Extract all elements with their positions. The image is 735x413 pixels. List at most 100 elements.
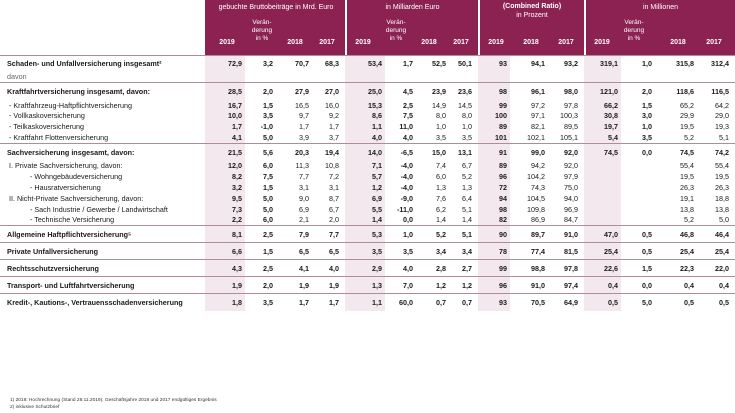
cell-value: 97,1 [531,111,545,121]
cell-value: 19,5 [715,172,729,182]
cell-value: 97,9 [564,172,578,182]
cell-value: 94 [478,192,510,204]
cell-value: 99 [478,99,510,111]
cell-value: 1,9 [312,276,345,294]
cell-value: 0,7 [416,293,449,311]
data-table: Schaden- und Unfallversicherung insgesam… [0,55,735,311]
cell-value: 3,4 [449,242,478,260]
cell-value: 8,6 [345,110,385,122]
cell-value [584,182,621,193]
cell-value: 74,2 [697,142,735,161]
cell-value: 118,6 [655,82,697,100]
cell-value: 7,5 [403,111,413,121]
group-header-premiums: gebuchte Bruttobeiträge in Mrd. Euro [218,4,334,11]
cell-value: 319,1 [584,55,621,72]
cell-value: 4,3 [205,259,245,277]
cell-value: 6,7 [462,161,472,171]
cell-value: 8,0 [462,111,472,121]
cell-value: 70,5 [510,293,548,311]
cell-value: 90 [478,225,510,243]
cell-value: 315,8 [655,55,697,72]
cell-value: 1,0 [642,122,652,132]
cell-value: 11,0 [399,122,413,132]
change-header: Verän-derung in % [623,19,645,42]
cell-value [621,214,655,225]
cell-value: 25,0 [345,82,385,100]
cell-value: 2,8 [416,259,449,277]
cell-value: 1,7 [329,122,339,132]
cell-value: 1,0 [621,55,655,72]
cell-value: 94,2 [531,161,545,171]
cell-value: 89,7 [510,225,548,243]
cell-value: 68,3 [312,55,345,72]
cell-value: 96,9 [564,204,578,214]
header-separator [478,0,480,55]
cell-value: 5,5 [345,203,385,215]
cell-value: 5,0 [263,133,273,143]
row-label: Sachversicherung insgesamt, davon: [0,142,205,161]
cell-value: 75,0 [564,182,578,192]
cell-value [345,71,385,83]
cell-value: 2,5 [245,225,276,243]
cell-value: 55,4 [715,161,729,171]
table-row: Private Unfallversicherung 6,6 1,5 6,5 6,5 3,… [0,242,735,260]
cell-value: 0,0 [621,142,655,161]
cell-value: 82,1 [531,122,545,132]
cell-value: 47,0 [584,225,621,243]
cell-value: 1,5 [621,259,655,277]
cell-value: 7,2 [329,172,339,182]
group-header-combined-ratio: (Combined Ratio) [502,3,562,10]
cell-value: 96 [478,171,510,183]
cell-value: 2,2 [205,214,245,226]
cell-value: 9,7 [299,111,309,121]
row-label: Kredit-, Kautions-, Vertrauensschadenver… [0,293,205,311]
cell-value: -4,0 [400,172,413,182]
cell-value: 8,7 [329,193,339,203]
cell-value: 5,1 [719,133,729,143]
cell-value: 19,5 [680,172,694,182]
table-row: - Vollkaskoversicherung 10,0 3,5 9,7 9,2 8,6 7… [0,110,735,122]
group-header-claims: in Milliarden Euro [385,4,440,11]
cell-value: 2,1 [299,215,309,225]
cell-value: 1,5 [245,242,276,260]
cell-value: 1,3 [462,182,472,192]
cell-value [621,182,655,193]
cell-value: -11,0 [397,204,413,214]
cell-value: 0,5 [655,293,697,311]
cell-value: 5,0 [719,215,729,225]
cell-value: 2,0 [621,82,655,100]
cell-value: 6,6 [205,242,245,260]
cell-value: 2,5 [245,259,276,277]
cell-value: 1,0 [436,122,446,132]
cell-value: 97,8 [548,259,584,277]
cell-value: 1,4 [436,215,446,225]
cell-value: 25,4 [584,242,621,260]
row-label: Schaden- und Unfallversicherung insgesam… [0,55,205,72]
cell-value: 9,0 [299,193,309,203]
cell-value: 10,0 [205,110,245,122]
cell-value [276,72,312,83]
cell-value: 10,8 [325,161,339,171]
cell-value: 19,4 [312,142,345,161]
cell-value [621,160,655,171]
cell-value: 22,3 [655,259,697,277]
cell-value: 1,1 [345,293,385,311]
cell-value: 92,0 [564,161,578,171]
cell-value [584,214,621,226]
cell-value [416,72,449,83]
cell-value: 13,8 [715,204,729,214]
table-row: - Kraftfahrzeug-Haftpflichtversicherung 1… [0,99,735,111]
row-label: davon [7,72,27,82]
cell-value: 1,7 [299,122,309,132]
cell-value: 46,4 [697,225,735,243]
cell-value: 1,3 [436,182,446,192]
cell-value: 1,4 [462,215,472,225]
table-row: Schaden- und Unfallversicherung insgesam… [0,55,735,72]
row-label: II. Nicht-Private Sachversicherung, davo… [9,193,144,203]
cell-value: 94,0 [564,193,578,203]
cell-value: -6,5 [385,142,416,161]
cell-value: 2,5 [403,100,413,110]
cell-value [621,193,655,204]
cell-value: 9,5 [205,192,245,204]
cell-value [584,192,621,204]
